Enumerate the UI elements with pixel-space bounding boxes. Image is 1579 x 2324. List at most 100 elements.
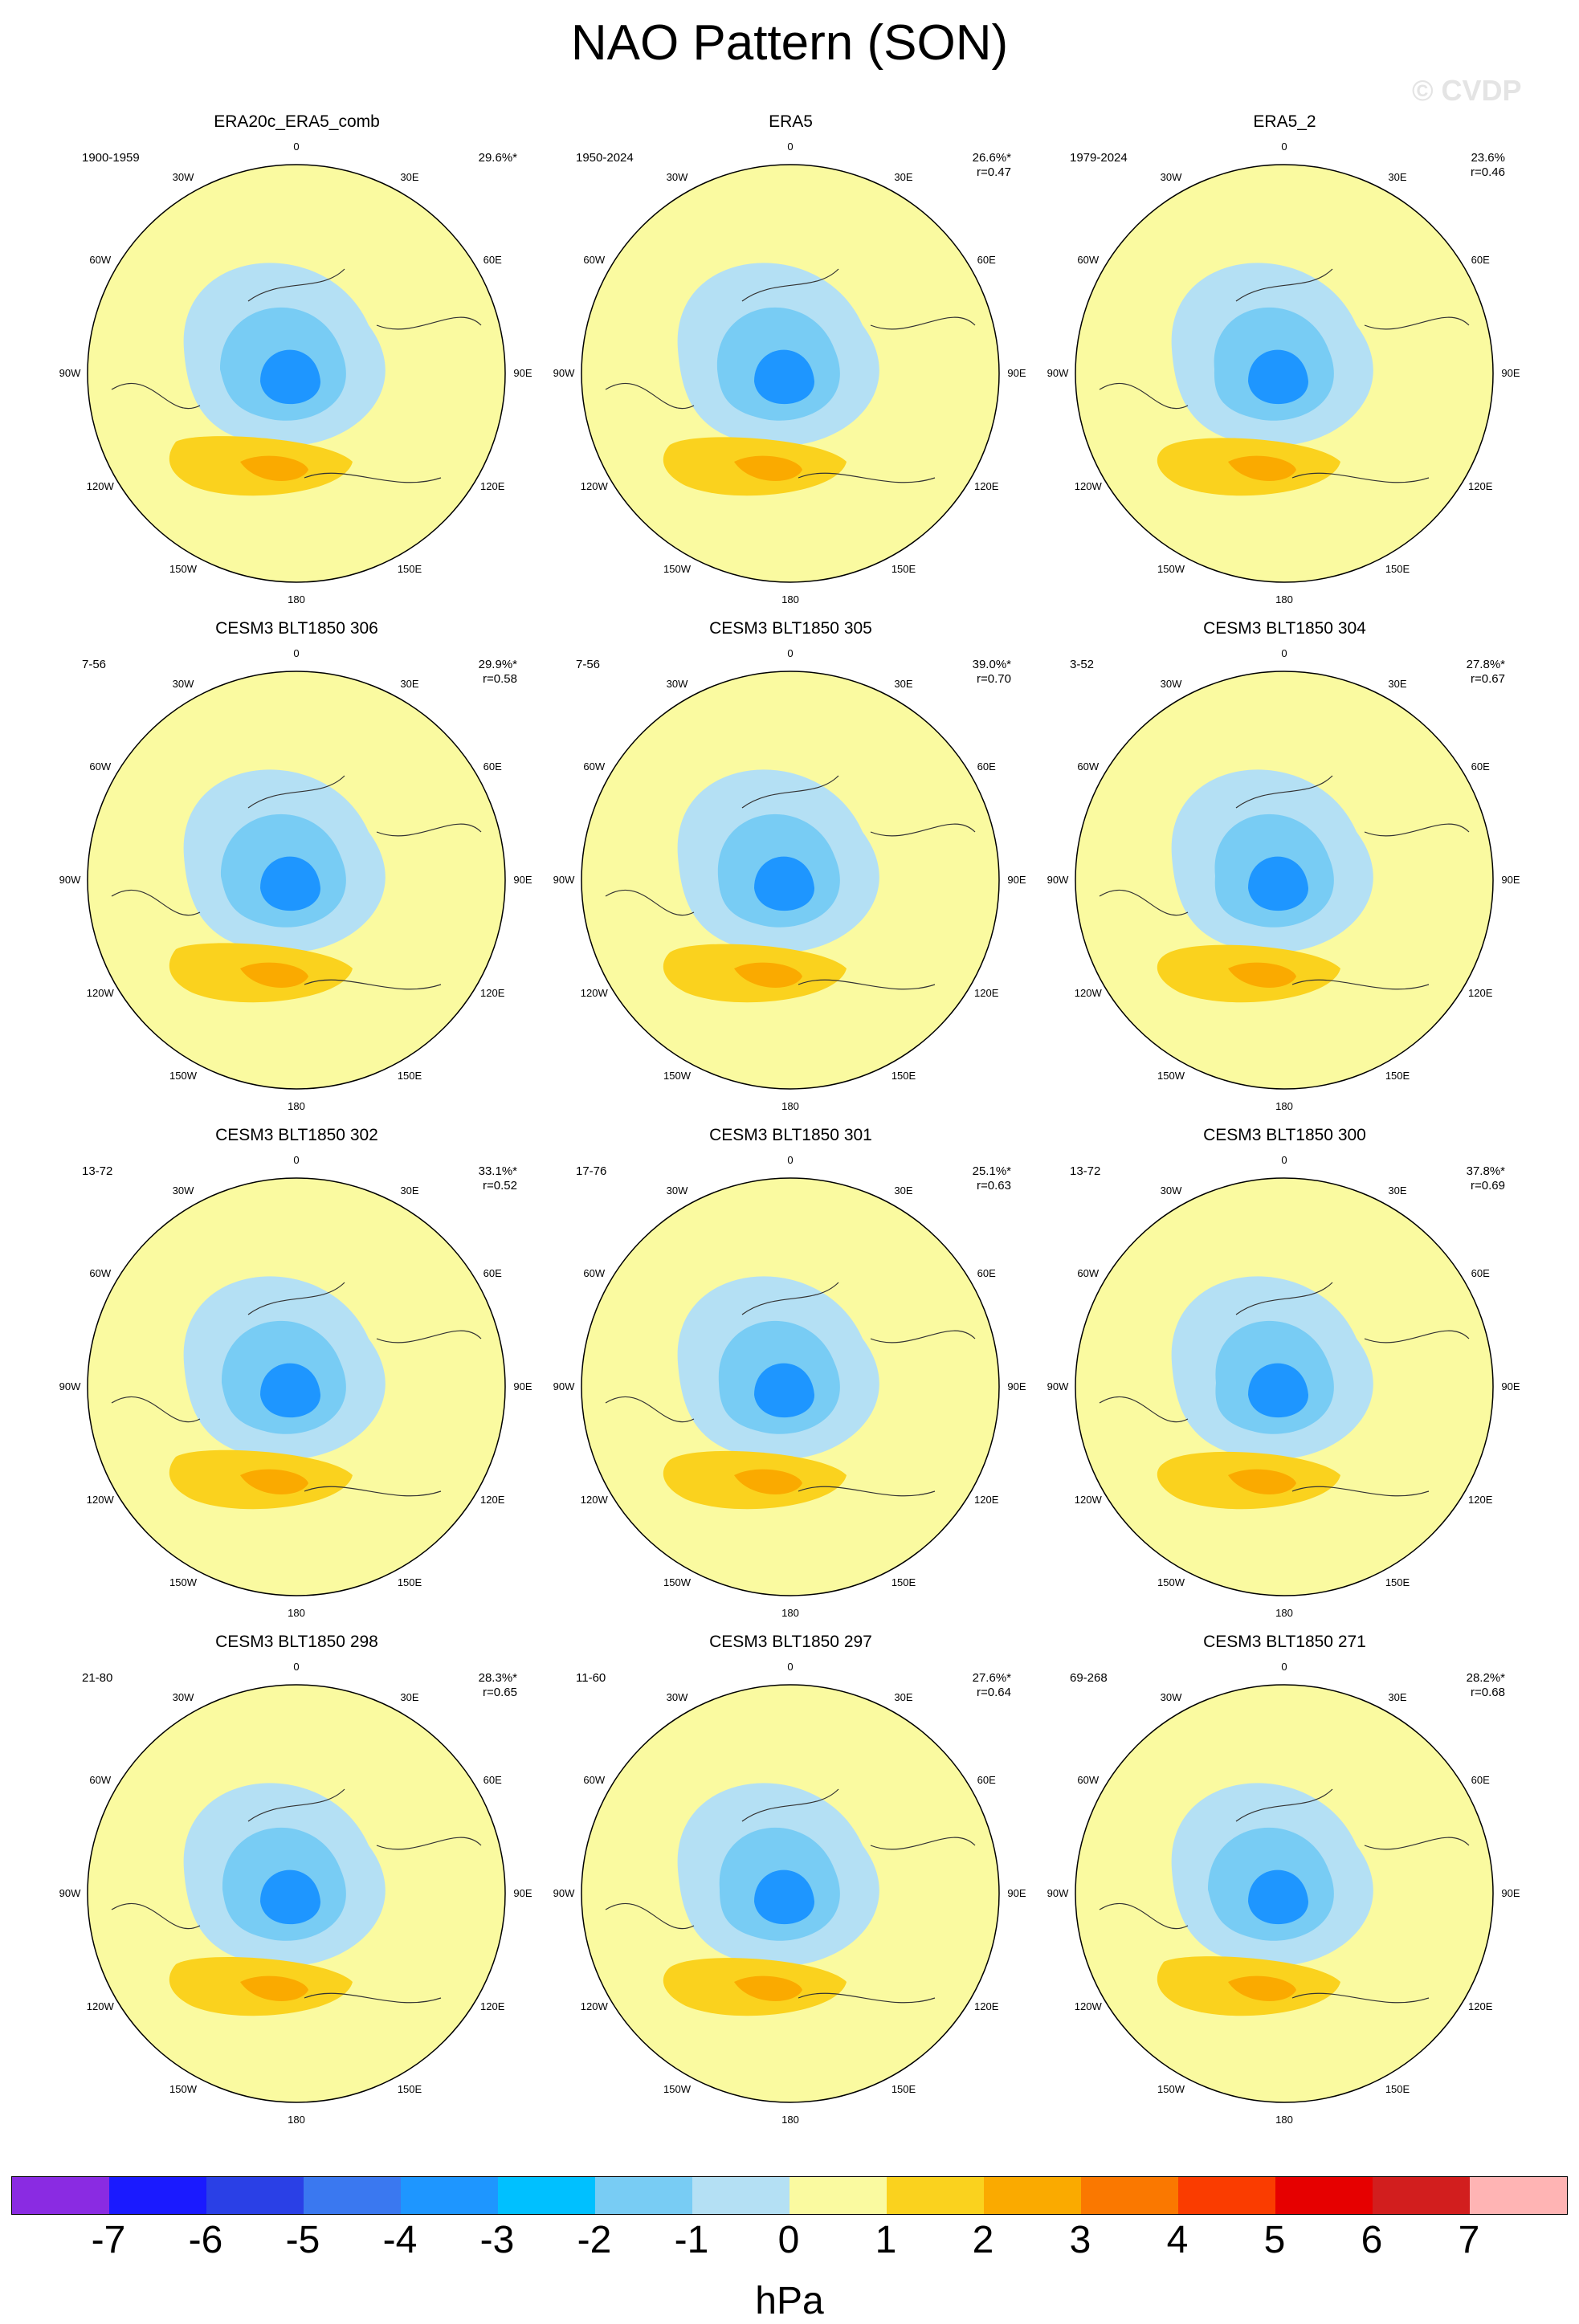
map-border — [1075, 164, 1494, 583]
map-panel: CESM3 BLT1850 300 13-72 37.8%* r=0.69 180 150… — [1038, 1126, 1532, 1619]
longitude-label: 60E — [483, 254, 502, 266]
longitude-label: 120W — [580, 1494, 608, 1506]
longitude-label: 30E — [894, 1690, 913, 1703]
longitude-label: 120W — [1074, 987, 1102, 999]
longitude-label: 150E — [397, 1576, 422, 1589]
anomaly-contour — [1228, 455, 1296, 481]
variance-explained: 26.6%* — [972, 151, 1011, 165]
longitude-label: 150W — [1157, 563, 1185, 576]
page-title: NAO Pattern (SON) — [570, 15, 1009, 71]
watermark: © CVDP — [1412, 74, 1522, 107]
colorbar-tick-label: -7 — [91, 2219, 126, 2261]
longitude-label: 180 — [781, 2114, 799, 2126]
polar-map — [1075, 1684, 1494, 2103]
colorbar-units: hPa — [755, 2280, 824, 2322]
anomaly-contour — [260, 349, 320, 405]
map-border — [1075, 1684, 1494, 2103]
coastline — [1099, 268, 1470, 483]
longitude-label: 90W — [553, 367, 575, 379]
variance-explained: 39.0%* — [972, 658, 1011, 671]
anomaly-contour — [754, 1363, 814, 1418]
polar-map — [581, 1177, 1000, 1596]
panel-title: ERA20c_ERA5_comb — [214, 112, 380, 131]
longitude-label: 120W — [1074, 480, 1102, 492]
longitude-label: 30W — [666, 170, 688, 183]
panel-variance: 27.6%* r=0.64 — [973, 1671, 1011, 1700]
polar-map — [1075, 1177, 1494, 1596]
variance-explained: 25.1%* — [972, 1164, 1011, 1178]
panel-variance: 28.3%* r=0.65 — [479, 1671, 517, 1700]
polar-map — [87, 1684, 506, 2103]
variance-explained: 33.1%* — [478, 1164, 517, 1178]
panel-years: 7-56 — [82, 658, 107, 671]
longitude-label: 60W — [89, 1774, 112, 1786]
colorbar-tick-label: 5 — [1263, 2219, 1286, 2261]
anomaly-contour — [260, 1869, 320, 1925]
longitude-label: 180 — [781, 1607, 799, 1619]
longitude-label: 30W — [172, 170, 194, 183]
map-border — [87, 671, 506, 1090]
longitude-label: 30W — [172, 1690, 194, 1703]
longitude-label: 0 — [1281, 1661, 1287, 1673]
longitude-label: 30E — [1388, 677, 1407, 690]
longitude-label: 120W — [86, 2000, 114, 2012]
longitude-label: 120E — [480, 480, 505, 492]
longitude-label: 30E — [400, 170, 419, 183]
panel-variance: 23.6% r=0.46 — [1471, 151, 1505, 180]
longitude-label: 0 — [1281, 1154, 1287, 1166]
longitude-label: 150E — [891, 2083, 916, 2096]
colorbar-segment — [304, 2177, 401, 2214]
longitude-label: 150W — [663, 2083, 691, 2096]
longitude-label: 60E — [1471, 254, 1490, 266]
panel-title: CESM3 BLT1850 302 — [215, 1126, 378, 1144]
map-panel: CESM3 BLT1850 301 17-76 25.1%* r=0.63 180 150… — [544, 1126, 1038, 1619]
map-panel: CESM3 BLT1850 306 7-56 29.9%* r=0.58 180 150E… — [50, 619, 544, 1112]
longitude-label: 30W — [1160, 170, 1182, 183]
map-panel: CESM3 BLT1850 271 69-268 28.2%* r=0.68 180 15… — [1038, 1633, 1532, 2126]
longitude-label: 90W — [553, 1887, 575, 1899]
longitude-label: 90E — [1501, 367, 1520, 379]
longitude-label: 90E — [1501, 874, 1520, 886]
longitude-label: 120E — [1468, 480, 1493, 492]
longitude-label: 150E — [891, 1576, 916, 1589]
longitude-label: 120W — [86, 480, 114, 492]
longitude-label: 180 — [1275, 1607, 1293, 1619]
longitude-label: 180 — [1275, 2114, 1293, 2126]
longitude-label: 90E — [1007, 367, 1026, 379]
polar-map — [581, 164, 1000, 583]
longitude-label: 150E — [397, 1070, 422, 1082]
coastline — [1099, 1282, 1470, 1497]
panel-variance: 26.6%* r=0.47 — [973, 151, 1011, 180]
longitude-label: 30E — [894, 1184, 913, 1197]
longitude-label: 30W — [666, 1184, 688, 1197]
coastline — [111, 1282, 482, 1497]
longitude-label: 60W — [583, 760, 606, 773]
pattern-correlation: r=0.67 — [1471, 672, 1505, 686]
longitude-label: 30W — [666, 1690, 688, 1703]
longitude-label: 90W — [1047, 1887, 1069, 1899]
colorbar-segment — [790, 2177, 887, 2214]
longitude-label: 60W — [89, 1267, 112, 1279]
longitude-label: 30E — [400, 1184, 419, 1197]
longitude-label: 120W — [1074, 1494, 1102, 1506]
panel-variance: 25.1%* r=0.63 — [973, 1164, 1011, 1193]
panel-title: ERA5 — [769, 112, 813, 131]
longitude-label: 0 — [1281, 141, 1287, 153]
pattern-correlation: r=0.58 — [483, 672, 517, 686]
longitude-label: 120E — [480, 987, 505, 999]
colorbar — [11, 2176, 1568, 2215]
panel-years: 13-72 — [1070, 1164, 1101, 1178]
longitude-label: 0 — [787, 647, 794, 659]
colorbar-segment — [692, 2177, 790, 2214]
longitude-label: 150W — [1157, 1070, 1185, 1082]
anomaly-contour — [1248, 1363, 1308, 1418]
longitude-label: 0 — [293, 1154, 300, 1166]
map-border — [1075, 671, 1494, 1090]
longitude-label: 60E — [483, 1774, 502, 1786]
pattern-correlation: r=0.46 — [1471, 165, 1505, 179]
panel-variance: 33.1%* r=0.52 — [479, 1164, 517, 1193]
longitude-label: 120E — [974, 1494, 999, 1506]
longitude-label: 150W — [663, 563, 691, 576]
panel-variance: 29.6%* — [479, 151, 517, 165]
colorbar-segment — [1275, 2177, 1373, 2214]
